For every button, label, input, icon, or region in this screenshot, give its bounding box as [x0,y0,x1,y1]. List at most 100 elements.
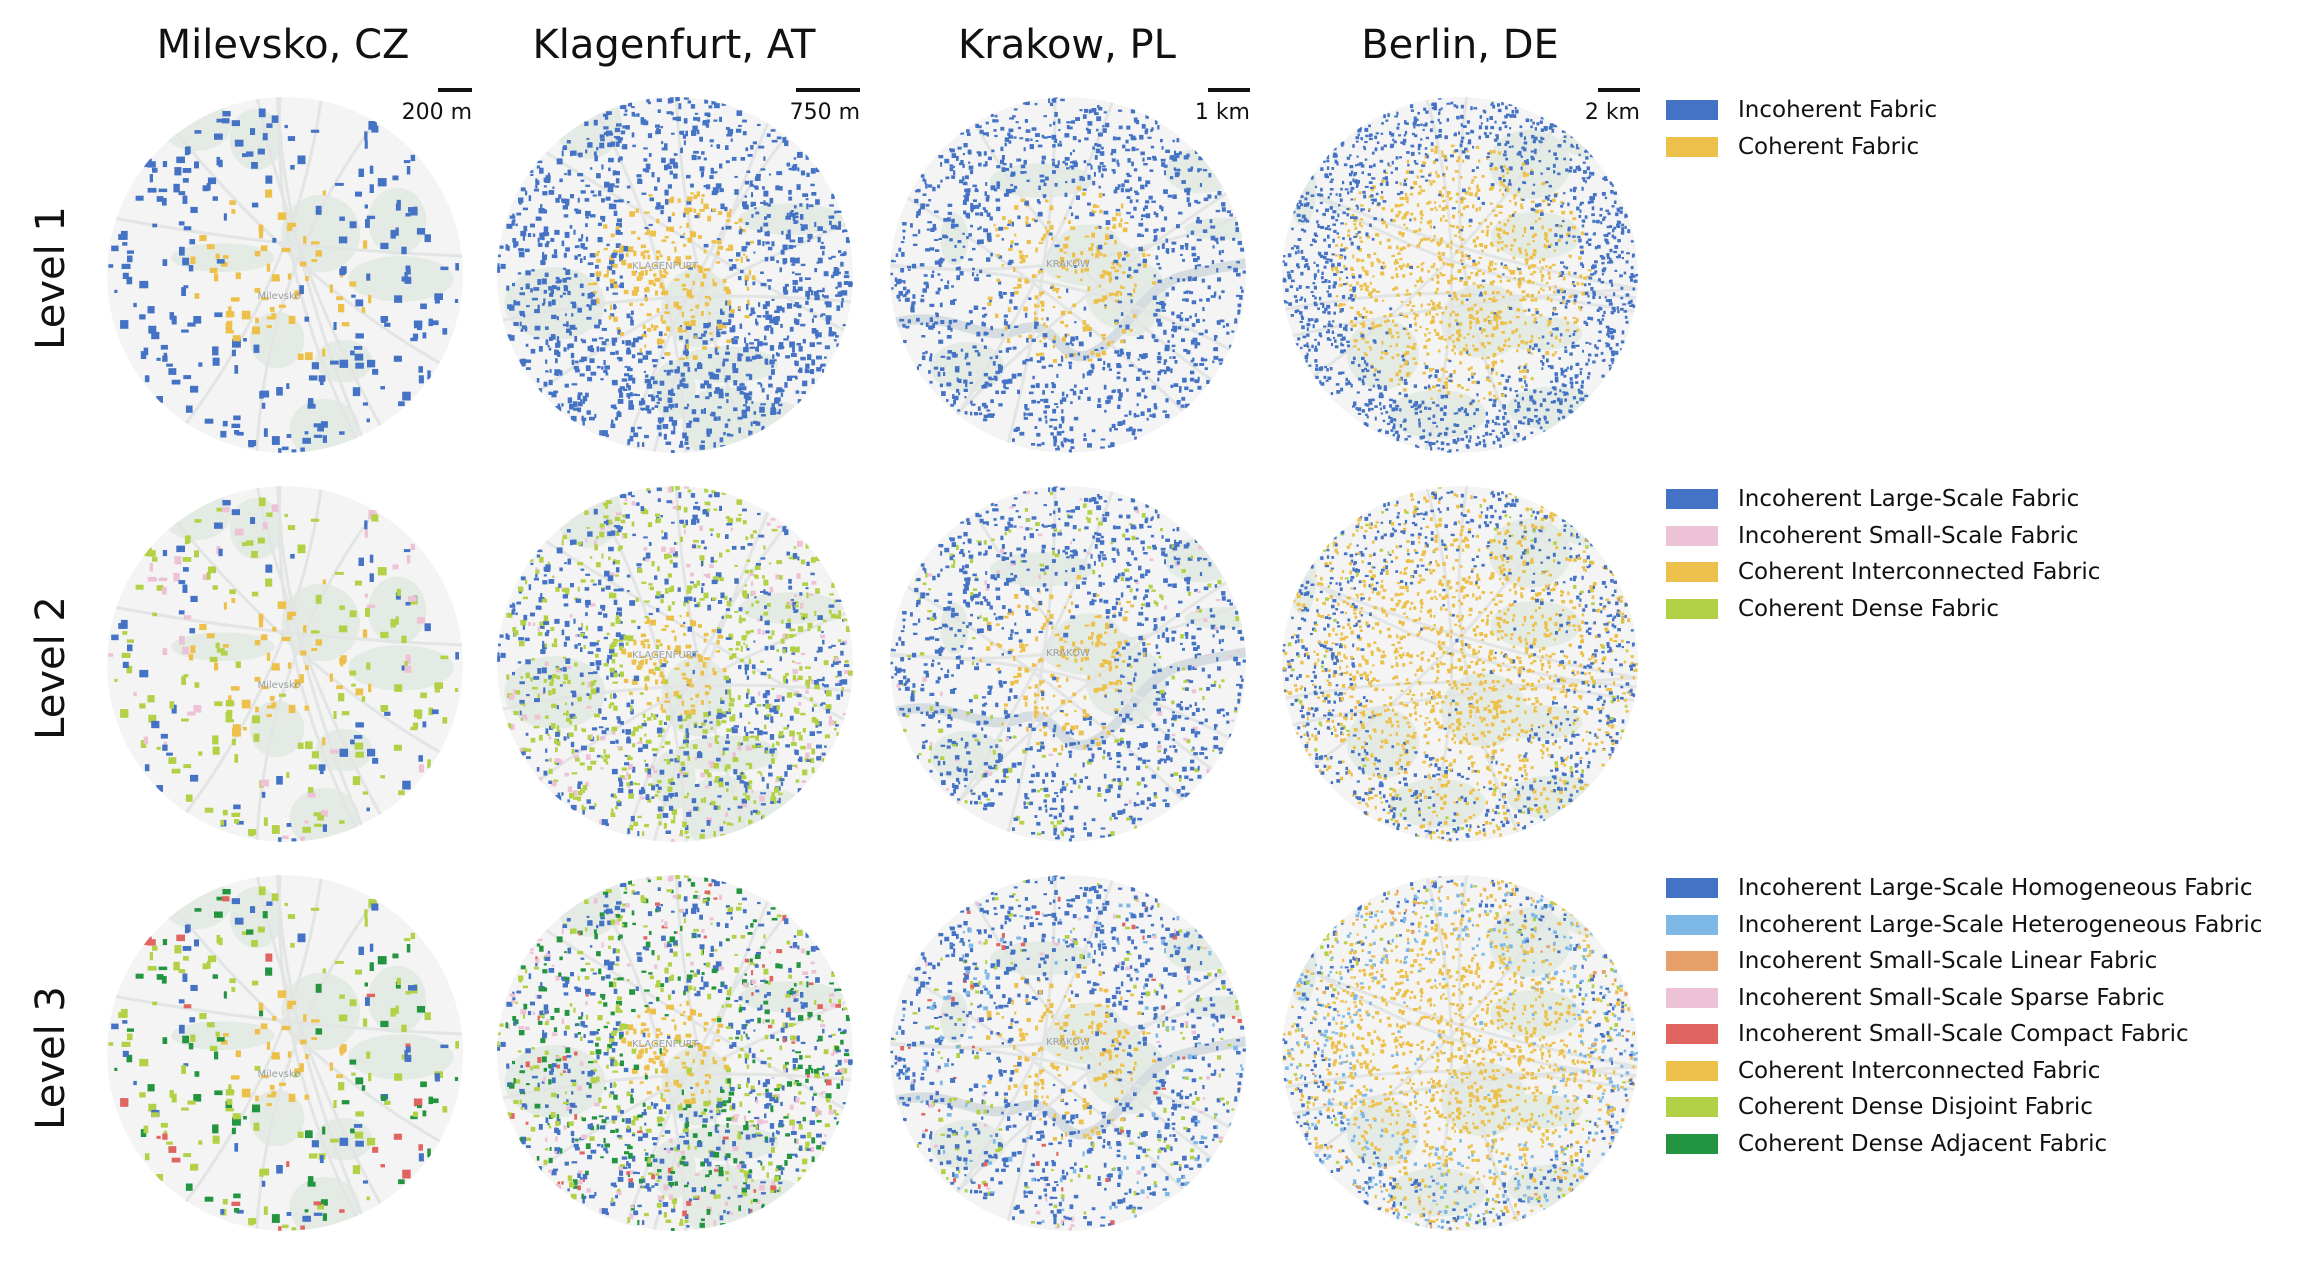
building-footprint [771,403,775,409]
building-footprint [762,304,768,310]
building-footprint [1360,288,1363,291]
building-footprint [631,106,635,109]
building-footprint [1207,194,1212,199]
building-footprint [1608,280,1613,283]
building-footprint [1318,366,1323,371]
building-footprint [1043,115,1047,118]
building-footprint [715,352,720,355]
building-footprint [1359,162,1363,166]
building-footprint [581,417,587,421]
building-footprint [1383,144,1387,148]
building-footprint [1502,295,1505,299]
building-footprint [1568,335,1572,338]
building-footprint [1332,210,1337,214]
building-footprint [555,342,560,348]
building-footprint [1182,298,1185,302]
building-footprint [596,250,600,253]
building-footprint [1548,184,1552,188]
building-footprint [582,420,585,426]
building-footprint [996,278,1000,282]
building-footprint [671,111,674,116]
building-footprint [253,344,260,353]
building-footprint [994,114,998,118]
building-footprint [220,261,228,267]
building-footprint [1534,317,1537,320]
building-footprint [216,118,223,123]
building-footprint [1561,130,1566,133]
building-footprint [1283,300,1287,304]
building-footprint [566,328,571,333]
building-footprint [1533,319,1536,322]
building-footprint [1072,252,1076,258]
building-footprint [1093,172,1096,177]
building-footprint [1041,155,1046,160]
building-footprint [993,188,998,192]
building-footprint [666,226,671,232]
building-footprint [231,423,241,428]
building-footprint [1359,204,1364,207]
building-footprint [993,129,997,132]
building-footprint [1236,261,1240,264]
building-footprint [1496,204,1500,208]
building-footprint [1017,389,1020,395]
building-footprint [615,417,618,421]
building-footprint [646,228,650,235]
building-footprint [1429,128,1433,133]
building-footprint [950,148,955,153]
building-footprint [619,275,623,279]
building-footprint [1194,379,1200,384]
building-footprint [222,111,231,117]
building-footprint [1390,143,1395,148]
building-footprint [1415,444,1418,448]
building-footprint [841,297,844,303]
building-footprint [1095,253,1099,259]
building-footprint [1505,232,1509,235]
building-footprint [418,366,423,373]
building-footprint [1079,389,1083,394]
building-footprint [497,254,501,258]
building-footprint [1586,375,1590,380]
building-footprint [1329,338,1332,341]
building-footprint [1385,224,1388,229]
building-footprint [1389,345,1392,348]
building-footprint [1136,337,1141,340]
building-footprint [1117,184,1121,188]
building-footprint [1557,172,1561,176]
building-footprint [940,320,945,324]
building-footprint [1420,216,1423,220]
building-footprint [669,170,673,175]
building-footprint [760,383,763,388]
building-footprint [572,401,578,407]
building-footprint [1010,184,1014,187]
building-footprint [1117,353,1122,357]
building-footprint [610,404,614,409]
building-footprint [1320,382,1325,386]
building-footprint [1563,157,1566,161]
building-footprint [1335,295,1339,298]
building-footprint [951,218,955,224]
building-footprint [1346,156,1351,160]
building-footprint [1515,408,1520,412]
building-footprint [358,168,364,177]
building-footprint [190,385,199,393]
building-footprint [1194,313,1197,317]
building-footprint [287,225,293,232]
building-footprint [1501,247,1504,251]
building-footprint [1358,313,1363,318]
building-footprint [683,385,688,389]
building-footprint [1420,175,1425,178]
building-footprint [300,447,305,452]
building-footprint [1117,404,1121,409]
building-footprint [1624,315,1628,319]
building-footprint [1094,226,1100,229]
building-footprint [1612,228,1615,233]
building-footprint [277,212,287,220]
building-footprint [536,378,540,383]
building-footprint [762,315,766,318]
building-footprint [570,352,575,359]
building-footprint [601,164,604,170]
building-footprint [1323,160,1326,163]
building-footprint [1156,355,1162,361]
building-footprint [1523,147,1527,152]
building-footprint [1178,211,1183,215]
